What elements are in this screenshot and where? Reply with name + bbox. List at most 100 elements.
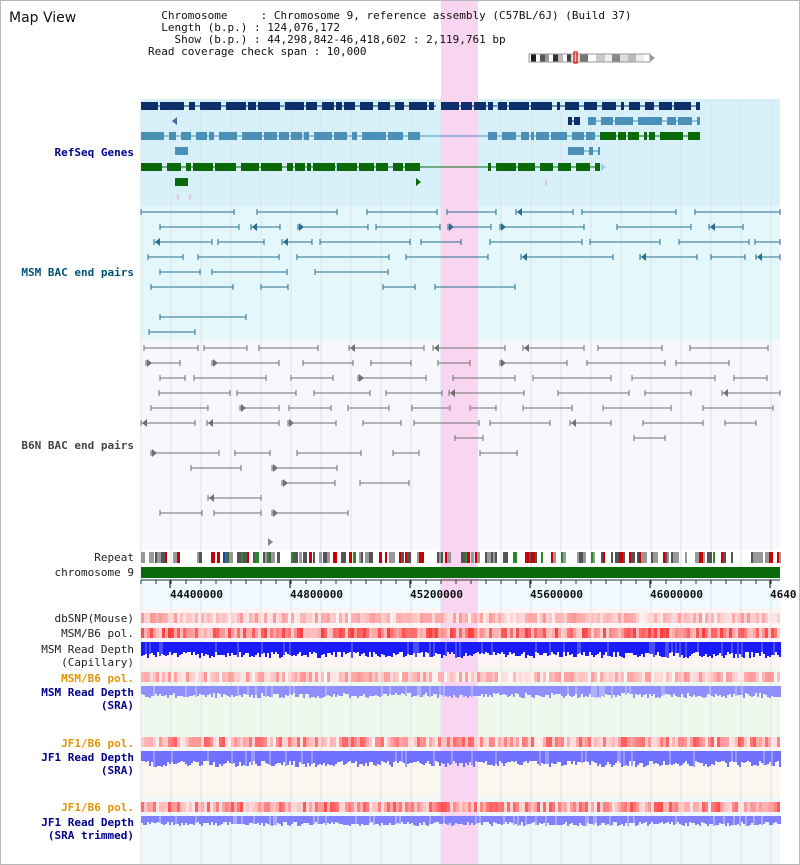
read-depth-bin: [405, 642, 407, 656]
read-depth-bin: [329, 816, 331, 824]
read-depth-bin: [293, 816, 295, 822]
polymorphism-bin: [666, 613, 669, 623]
read-depth-bin: [251, 751, 253, 765]
read-depth-bin: [371, 816, 373, 822]
polymorphism-bin: [756, 672, 759, 682]
polymorphism-bin: [531, 672, 534, 682]
polymorphism-bin: [168, 628, 171, 638]
read-depth-bin: [775, 816, 777, 822]
polymorphism-bin: [579, 613, 582, 623]
polymorphism-bin: [390, 802, 393, 812]
polymorphism-bin: [357, 613, 360, 623]
polymorphism-bin: [594, 737, 597, 747]
read-depth-bin: [553, 686, 555, 695]
read-depth-bin: [637, 751, 639, 765]
polymorphism-bin: [312, 737, 315, 747]
polymorphism-bin: [216, 737, 219, 747]
gene-exon: [568, 147, 584, 155]
read-depth-bin: [289, 816, 291, 826]
read-depth-bin: [751, 642, 753, 652]
read-depth-bin: [335, 642, 337, 657]
read-depth-bin: [357, 751, 359, 767]
read-depth-bin: [245, 642, 247, 653]
polymorphism-bin: [279, 613, 282, 623]
polymorphism-bin: [168, 737, 171, 747]
polymorphism-bin: [471, 613, 474, 623]
read-depth-bin: [213, 642, 215, 657]
polymorphism-bin: [513, 737, 516, 747]
track-label-b6n-bac[interactable]: B6N BAC end pairs: [21, 439, 134, 452]
read-depth-bin: [165, 686, 167, 695]
polymorphism-bin: [477, 672, 480, 682]
polymorphism-bin: [492, 802, 495, 812]
polymorphism-bin: [213, 628, 216, 638]
track-label-msm-depth-sra[interactable]: MSM Read Depth: [41, 686, 134, 699]
polymorphism-bin: [174, 802, 177, 812]
polymorphism-bin: [558, 613, 561, 623]
polymorphism-bin: [567, 802, 570, 812]
read-depth-bin: [417, 642, 419, 653]
read-depth-bin: [553, 642, 555, 654]
track-label-jf1-depth-trimmed[interactable]: JF1 Read Depth: [41, 816, 134, 829]
repeat-element: [641, 552, 644, 563]
read-depth-bin: [681, 642, 683, 655]
read-depth-bin: [683, 751, 685, 763]
repeat-element: [695, 552, 699, 563]
track-label-jf1-depth-sra[interactable]: JF1 Read Depth: [41, 751, 134, 764]
gene-exon: [638, 117, 662, 125]
repeat-element: [217, 552, 220, 563]
read-depth-bin: [627, 686, 629, 693]
read-depth-bin: [767, 816, 769, 822]
polymorphism-bin: [405, 672, 408, 682]
track-label-chromosome[interactable]: chromosome 9: [54, 566, 134, 579]
read-depth-bin: [469, 816, 471, 825]
polymorphism-bin: [606, 613, 609, 623]
read-depth-bin: [671, 751, 673, 765]
polymorphism-bin: [423, 737, 426, 747]
track-label-msm-b6-pol[interactable]: MSM/B6 pol.: [61, 627, 134, 640]
read-depth-bin: [611, 816, 613, 825]
polymorphism-bin: [462, 613, 465, 623]
gene-exon: [598, 147, 600, 155]
read-depth-bin: [543, 686, 545, 697]
polymorphism-bin: [318, 628, 321, 638]
polymorphism-bin: [543, 672, 546, 682]
read-depth-bin: [553, 751, 555, 764]
track-label-jf1-b6-pol[interactable]: JF1/B6 pol.: [61, 737, 134, 750]
read-depth-bin: [365, 751, 367, 763]
polymorphism-bin: [684, 628, 687, 638]
polymorphism-bin: [537, 737, 540, 747]
polymorphism-bin: [732, 613, 735, 623]
polymorphism-bin: [567, 737, 570, 747]
polymorphism-bin: [489, 628, 492, 638]
polymorphism-bin: [228, 672, 231, 682]
polymorphism-bin: [522, 672, 525, 682]
polymorphism-bin: [351, 737, 354, 747]
read-depth-bin: [595, 751, 597, 763]
polymorphism-bin: [732, 672, 735, 682]
track-label-repeat[interactable]: Repeat: [94, 551, 134, 564]
read-depth-bin: [647, 751, 649, 765]
track-label-refseq-genes[interactable]: RefSeq Genes: [54, 146, 134, 159]
read-depth-bin: [339, 816, 341, 824]
polymorphism-bin: [384, 628, 387, 638]
polymorphism-bin: [216, 628, 219, 638]
track-label-msm-b6-pol-sra[interactable]: MSM/B6 pol.: [61, 672, 134, 685]
read-depth-bin: [357, 642, 359, 652]
b6n-bac-pair-marker: [208, 419, 213, 427]
read-depth-bin: [355, 751, 357, 761]
read-depth-bin: [457, 642, 459, 657]
read-depth-bin: [733, 686, 735, 694]
track-label-jf1-b6-pol-2[interactable]: JF1/B6 pol.: [61, 801, 134, 814]
msm-bac-pair-marker: [641, 253, 646, 261]
polymorphism-bin: [387, 672, 390, 682]
track-label-dbsnp[interactable]: dbSNP(Mouse): [54, 612, 134, 625]
repeat-element: [525, 552, 529, 563]
track-label-msm-depth-capillary[interactable]: MSM Read Depth: [41, 643, 134, 656]
read-depth-bin: [427, 686, 429, 696]
polymorphism-bin: [213, 802, 216, 812]
polymorphism-bin: [573, 628, 576, 638]
track-label-msm-bac[interactable]: MSM BAC end pairs: [21, 266, 134, 279]
read-depth-bin: [423, 816, 425, 822]
